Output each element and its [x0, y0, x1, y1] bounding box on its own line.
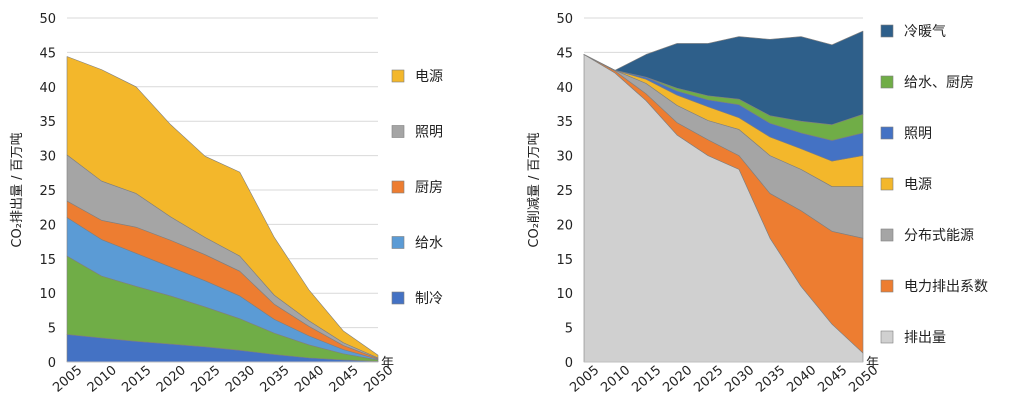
y-tick-label: 25 [39, 184, 56, 199]
y-tick-label: 10 [39, 287, 56, 302]
legend-label: 照明 [904, 126, 932, 142]
y-tick-label: 0 [48, 356, 56, 371]
x-tick-label: 2040 [784, 363, 819, 396]
y-tick-label: 5 [565, 322, 573, 337]
y-tick-label: 50 [556, 12, 573, 27]
y-axis-title: CO₂削减量 / 百万吨 [527, 132, 542, 247]
legend-swatch [880, 279, 894, 293]
y-tick-label: 20 [556, 218, 573, 233]
x-tick-label: 2015 [629, 363, 664, 396]
y-axis-title: CO₂排出量 / 百万吨 [10, 132, 25, 247]
x-tick-label: 2020 [660, 363, 695, 396]
legend-swatch [391, 125, 405, 138]
y-tick-label: 15 [39, 253, 56, 268]
legend-swatch [880, 330, 894, 344]
legend-label: 排出量 [904, 330, 946, 346]
y-tick-label: 20 [39, 218, 56, 233]
y-tick-label: 40 [556, 81, 573, 96]
y-tick-label: 15 [556, 253, 573, 268]
legend-swatch [391, 236, 405, 249]
y-tick-label: 35 [556, 115, 573, 130]
legend-label: 照明 [415, 125, 443, 141]
y-tick-label: 0 [565, 356, 573, 371]
legend-swatch [880, 24, 894, 38]
legend-label: 冷暖气 [904, 24, 946, 40]
y-tick-label: 40 [39, 81, 56, 96]
y-tick-label: 10 [556, 287, 573, 302]
legend-label: 制冷 [415, 291, 443, 307]
x-unit-label: 年 [381, 356, 394, 371]
y-tick-label: 45 [556, 46, 573, 61]
area-series [583, 30, 864, 125]
x-tick-label: 2010 [598, 363, 633, 396]
legend-swatch [880, 228, 894, 242]
legend-label: 电源 [415, 69, 443, 85]
legend-swatch [391, 291, 405, 305]
legend-swatch [880, 75, 894, 89]
area-series [66, 56, 379, 359]
legend-label: 电源 [904, 177, 932, 193]
legend-label: 厨房 [415, 180, 443, 196]
legend-label: 电力排出系数 [904, 279, 988, 295]
y-tick-label: 45 [39, 46, 56, 61]
y-tick-label: 35 [39, 115, 56, 130]
legend-swatch [391, 180, 405, 194]
y-tick-label: 50 [39, 12, 56, 27]
legend-swatch [880, 126, 894, 140]
legend-swatch [880, 177, 894, 191]
y-tick-label: 25 [556, 184, 573, 199]
legend-label: 分布式能源 [904, 228, 974, 244]
legend-label: 给水、厨房 [904, 75, 974, 91]
legend-label: 给水 [415, 236, 443, 252]
y-tick-label: 30 [39, 150, 56, 165]
legend-swatch [391, 69, 405, 83]
x-tick-label: 2035 [753, 363, 788, 396]
y-tick-label: 30 [556, 150, 573, 165]
x-tick-label: 2045 [815, 363, 850, 396]
x-tick-label: 2025 [691, 363, 726, 396]
x-unit-label: 年 [866, 356, 879, 371]
x-tick-label: 2030 [722, 363, 757, 396]
y-tick-label: 5 [48, 322, 56, 337]
